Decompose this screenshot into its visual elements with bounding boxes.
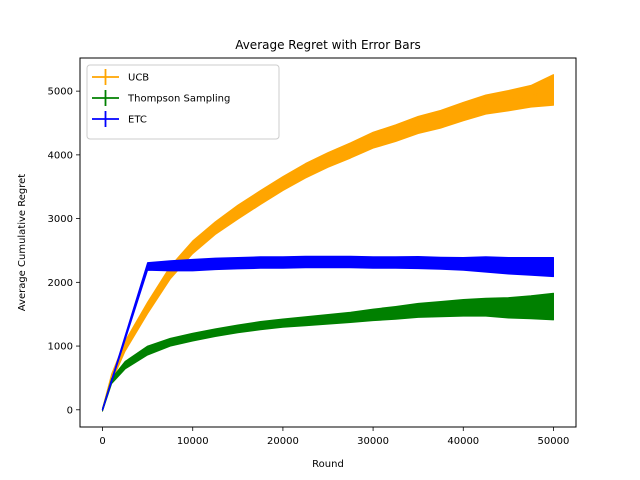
legend-label-etc: ETC (128, 115, 147, 126)
legend-item-etc: ETC (92, 111, 147, 127)
x-tick-label: 20000 (267, 436, 299, 447)
x-axis-ticks: 0 10000 20000 30000 40000 50000 (99, 427, 569, 447)
y-tick-label: 2000 (48, 278, 73, 289)
legend: UCB Thompson Sampling ETC (86, 64, 280, 140)
series-etc-line (101, 261, 554, 411)
legend-label-ucb: UCB (128, 73, 149, 84)
series-thompson-sampling-error-band (102, 292, 554, 412)
series-ucb-error-band (102, 74, 554, 412)
axes-frame (79, 57, 577, 428)
x-tick-label: 10000 (177, 436, 209, 447)
series-etc-error-band (102, 255, 554, 411)
series-ucb-line (101, 89, 554, 411)
x-tick-label: 50000 (538, 436, 570, 447)
x-tick-label: 0 (99, 436, 105, 447)
legend-item-ucb: UCB (92, 69, 149, 85)
y-axis-ticks: 0 1000 2000 3000 4000 5000 (48, 87, 80, 416)
series-layer (101, 74, 554, 412)
y-tick-label: 5000 (48, 87, 73, 98)
x-axis-label: Round (312, 459, 344, 470)
legend-label-thompson-sampling: Thompson Sampling (127, 94, 230, 105)
y-tick-label: 3000 (48, 214, 73, 225)
y-tick-label: 4000 (48, 150, 73, 161)
x-tick-label: 40000 (447, 436, 479, 447)
y-axis-label: Average Cumulative Regret (17, 174, 28, 312)
x-tick-label: 30000 (357, 436, 389, 447)
y-tick-label: 1000 (48, 342, 73, 353)
legend-item-thompson-sampling: Thompson Sampling (92, 90, 230, 106)
series-thompson-sampling-line (101, 305, 554, 411)
chart-title: Average Regret with Error Bars (235, 38, 421, 52)
legend-frame (86, 64, 280, 140)
y-tick-label: 0 (67, 405, 73, 416)
